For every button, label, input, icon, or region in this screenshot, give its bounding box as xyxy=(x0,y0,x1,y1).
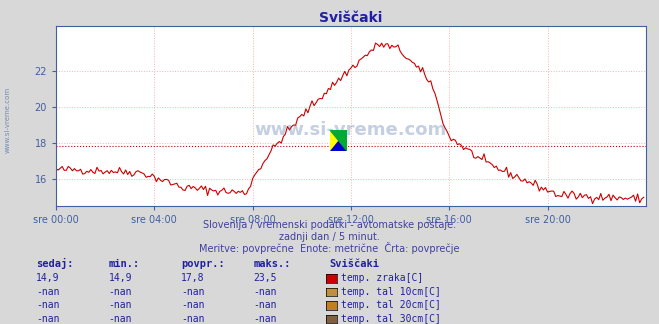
Text: 23,5: 23,5 xyxy=(254,273,277,283)
Text: Meritve: povprečne  Enote: metrične  Črta: povprečje: Meritve: povprečne Enote: metrične Črta:… xyxy=(199,242,460,254)
Text: -nan: -nan xyxy=(181,314,205,324)
Text: -nan: -nan xyxy=(36,300,60,310)
Title: Sviščaki: Sviščaki xyxy=(319,11,383,25)
Text: -nan: -nan xyxy=(36,286,60,296)
Text: -nan: -nan xyxy=(181,286,205,296)
Text: 14,9: 14,9 xyxy=(109,273,132,283)
Text: maks.:: maks.: xyxy=(254,259,291,269)
Text: -nan: -nan xyxy=(109,314,132,324)
Text: -nan: -nan xyxy=(36,314,60,324)
Text: 14,9: 14,9 xyxy=(36,273,60,283)
Text: temp. tal 10cm[C]: temp. tal 10cm[C] xyxy=(341,286,442,296)
Text: temp. tal 20cm[C]: temp. tal 20cm[C] xyxy=(341,300,442,310)
Text: temp. zraka[C]: temp. zraka[C] xyxy=(341,273,424,283)
Text: Sviščaki: Sviščaki xyxy=(330,259,380,269)
Text: www.si-vreme.com: www.si-vreme.com xyxy=(5,87,11,153)
Text: sedaj:: sedaj: xyxy=(36,258,74,269)
Text: temp. tal 30cm[C]: temp. tal 30cm[C] xyxy=(341,314,442,324)
Text: -nan: -nan xyxy=(109,286,132,296)
Text: 17,8: 17,8 xyxy=(181,273,205,283)
Text: -nan: -nan xyxy=(181,300,205,310)
Text: zadnji dan / 5 minut.: zadnji dan / 5 minut. xyxy=(279,232,380,242)
Text: min.:: min.: xyxy=(109,259,140,269)
Text: -nan: -nan xyxy=(254,286,277,296)
Polygon shape xyxy=(330,130,347,151)
Text: -nan: -nan xyxy=(254,314,277,324)
Text: www.si-vreme.com: www.si-vreme.com xyxy=(255,121,447,139)
Text: Slovenija / vremenski podatki - avtomatske postaje.: Slovenija / vremenski podatki - avtomats… xyxy=(203,220,456,230)
Text: -nan: -nan xyxy=(254,300,277,310)
Polygon shape xyxy=(330,130,347,151)
Text: -nan: -nan xyxy=(109,300,132,310)
Text: povpr.:: povpr.: xyxy=(181,259,225,269)
